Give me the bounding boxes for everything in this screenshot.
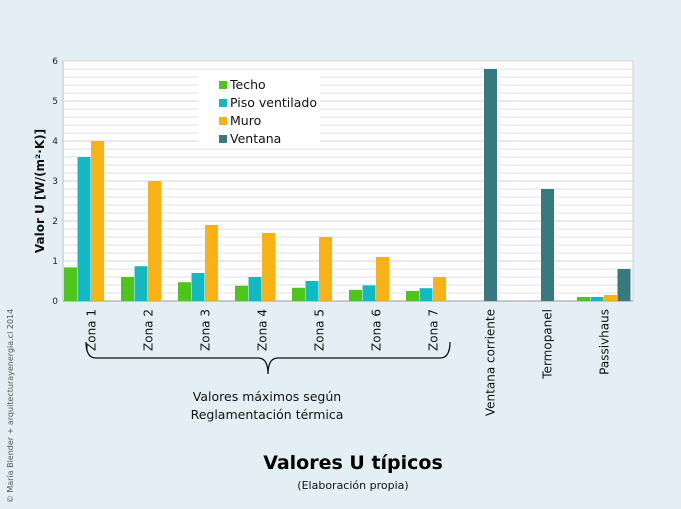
bar	[248, 277, 262, 301]
bar	[362, 285, 376, 301]
annotation-line-2: Reglamentación térmica	[191, 407, 344, 422]
bar	[484, 69, 497, 301]
legend-swatch	[219, 99, 227, 107]
x-tick-label: Zona 3	[199, 309, 213, 351]
bars	[64, 69, 631, 301]
x-axis-labels: Zona 1 Zona 2 Zona 3 Zona 4 Zona 5 Zona 6 Zona…	[85, 309, 612, 416]
legend-swatch	[219, 81, 227, 89]
bar	[577, 297, 590, 301]
bar	[64, 267, 77, 301]
bar	[262, 233, 275, 301]
x-tick-label: Zona 7	[427, 309, 441, 351]
bar	[349, 289, 362, 301]
x-tick-label: Passivhaus	[598, 309, 612, 375]
bar	[77, 157, 91, 301]
legend-label: Techo	[229, 77, 266, 92]
y-axis-label: Valor U [W/(m²·K)]	[33, 129, 47, 253]
x-tick-label: Termopanel	[541, 309, 555, 380]
y-tick-label: 2	[52, 217, 58, 227]
chart-subtitle: (Elaboración propia)	[297, 479, 408, 492]
bar	[134, 266, 148, 301]
y-tick-label: 0	[52, 297, 58, 307]
bar	[205, 225, 218, 301]
bar	[91, 141, 104, 301]
x-tick-label: Zona 6	[370, 309, 384, 351]
x-tick-label: Zona 4	[256, 309, 270, 351]
bar	[121, 277, 134, 301]
bar	[292, 287, 305, 301]
legend-label: Piso ventilado	[230, 95, 317, 110]
legend-label: Muro	[230, 113, 261, 128]
annotation-line-1: Valores máximos según	[193, 389, 341, 404]
x-tick-label: Zona 5	[313, 309, 327, 351]
legend-label: Ventana	[230, 131, 281, 146]
credit-text: © María Blender + arquitecturayenergia.c…	[6, 309, 15, 503]
bar	[178, 282, 191, 301]
bar	[433, 277, 446, 301]
chart-title: Valores U típicos	[263, 452, 443, 474]
bar	[419, 288, 433, 301]
zonas-brace	[85, 341, 451, 375]
x-tick-label: Zona 2	[142, 309, 156, 351]
bar	[319, 237, 332, 301]
y-tick-label: 3	[52, 177, 58, 187]
legend-swatch	[219, 135, 227, 143]
legend-box	[198, 72, 320, 148]
bar	[406, 291, 419, 301]
y-tick-label: 6	[52, 57, 58, 67]
bar	[604, 295, 617, 301]
bar	[148, 181, 161, 301]
bar	[235, 285, 248, 301]
y-axis-ticks: 0 1 2 3 4 5 6	[52, 57, 58, 307]
legend-swatch	[219, 117, 227, 125]
bar	[590, 297, 604, 301]
legend: Techo Piso ventilado Muro Ventana	[198, 72, 320, 148]
y-tick-label: 4	[52, 137, 58, 147]
bar	[617, 269, 631, 301]
x-tick-label: Ventana corriente	[484, 309, 498, 416]
y-tick-label: 1	[52, 257, 58, 267]
bar	[541, 189, 554, 301]
x-tick-label: Zona 1	[85, 309, 99, 351]
y-tick-label: 5	[52, 97, 58, 107]
bar	[305, 281, 319, 301]
bar	[376, 257, 389, 301]
bar	[191, 273, 205, 301]
